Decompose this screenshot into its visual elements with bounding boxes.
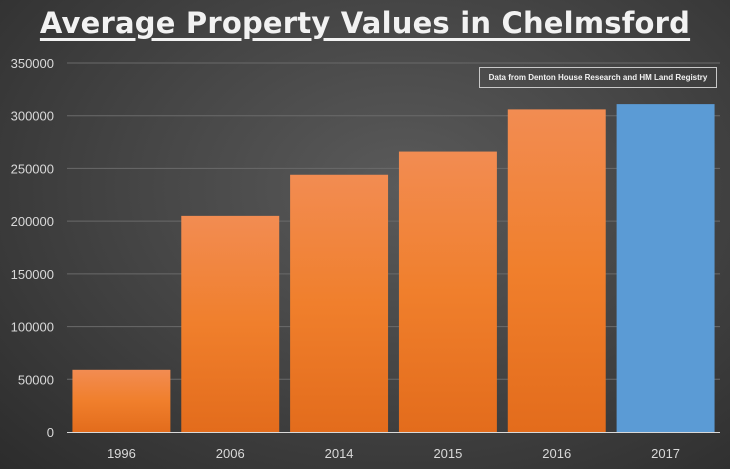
y-tick-label: 300000 [11, 109, 54, 124]
source-annotation: Data from Denton House Research and HM L… [479, 67, 717, 88]
y-tick-label: 150000 [11, 267, 54, 282]
y-tick-label: 50000 [18, 372, 54, 387]
y-tick-label: 100000 [11, 320, 54, 335]
y-tick-label: 250000 [11, 161, 54, 176]
x-tick-label: 1996 [107, 446, 136, 461]
x-tick-label: 2015 [433, 446, 462, 461]
bar-2016 [507, 109, 606, 432]
x-axis-ticks: 1996 2006 2014 2015 2016 2017 [107, 446, 680, 461]
x-tick-label: 2017 [651, 446, 680, 461]
bar-2006 [181, 215, 280, 432]
bar-2017 [616, 104, 715, 433]
gridlines [67, 62, 720, 380]
bar-2014 [290, 174, 389, 433]
bars [72, 104, 715, 433]
bar-2015 [398, 151, 497, 432]
bar-1996 [72, 369, 171, 432]
y-axis-ticks: 0 50000 100000 150000 200000 250000 300000 3500… [11, 56, 54, 440]
x-tick-label: 2014 [325, 446, 354, 461]
chart-title: Average Property Values in Chelmsford [0, 6, 730, 40]
y-tick-label: 350000 [11, 56, 54, 71]
y-tick-label: 0 [47, 425, 54, 440]
x-tick-label: 2016 [542, 446, 571, 461]
x-tick-label: 2006 [216, 446, 245, 461]
chart-title-text: Average Property Values in Chelmsford [39, 6, 691, 40]
y-tick-label: 200000 [11, 214, 54, 229]
